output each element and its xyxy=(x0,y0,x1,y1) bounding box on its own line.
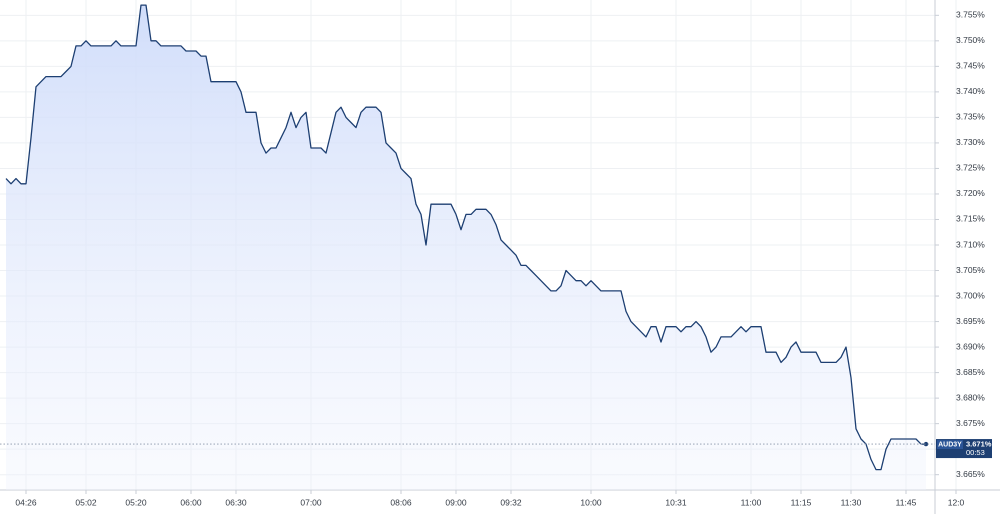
x-tick-label: 11:30 xyxy=(841,497,862,507)
y-tick-label: 3.705% xyxy=(956,265,985,275)
x-tick-label: 05:20 xyxy=(125,497,147,507)
x-tick-label: 06:00 xyxy=(180,497,202,507)
last-value: 3.671% xyxy=(966,440,992,449)
symbol-box xyxy=(937,440,963,450)
y-tick-label: 3.745% xyxy=(956,61,985,71)
x-tick-label: 11:45 xyxy=(896,497,917,507)
x-tick-label: 10:00 xyxy=(580,497,602,507)
x-tick-label: 09:32 xyxy=(500,497,522,507)
last-value-label: AUD3Y 3.671%00:53 xyxy=(936,439,992,459)
x-tick-label: 12:0 xyxy=(948,497,965,507)
y-tick-label: 3.735% xyxy=(956,112,985,122)
y-tick-label: 3.750% xyxy=(956,35,985,45)
y-tick-label: 3.710% xyxy=(956,239,985,249)
x-tick-label: 09:00 xyxy=(445,497,467,507)
y-tick-label: 3.665% xyxy=(956,469,985,479)
symbol: AUD3Y xyxy=(938,441,962,448)
x-tick-label: 04:26 xyxy=(15,497,37,507)
x-tick-label: 05:02 xyxy=(75,497,97,507)
last-point xyxy=(923,441,929,447)
y-tick-label: 3.755% xyxy=(956,10,985,20)
y-tick-label: 3.700% xyxy=(956,290,985,300)
y-tick-label: 3.675% xyxy=(956,418,985,428)
countdown: 00:53 xyxy=(966,448,985,457)
x-tick-label: 06:30 xyxy=(225,497,247,507)
y-tick-label: 3.715% xyxy=(956,214,985,224)
y-tick-label: 3.685% xyxy=(956,367,985,377)
price-line xyxy=(5,4,926,471)
y-tick-label: 3.730% xyxy=(956,137,985,147)
x-tick-label: 08:06 xyxy=(390,497,412,507)
y-tick-label: 3.690% xyxy=(956,341,985,351)
y-tick-label: 3.680% xyxy=(956,392,985,402)
x-tick-label: 11:00 xyxy=(741,497,762,507)
x-tick-label: 07:00 xyxy=(300,497,322,507)
x-tick-label: 10:31 xyxy=(665,497,687,507)
x-tick-label: 11:15 xyxy=(791,497,812,507)
y-tick-label: 3.695% xyxy=(956,316,985,326)
area-fill xyxy=(6,5,926,490)
y-tick-label: 3.740% xyxy=(956,86,985,96)
y-tick-label: 3.725% xyxy=(956,163,985,173)
y-tick-label: 3.720% xyxy=(956,188,985,198)
